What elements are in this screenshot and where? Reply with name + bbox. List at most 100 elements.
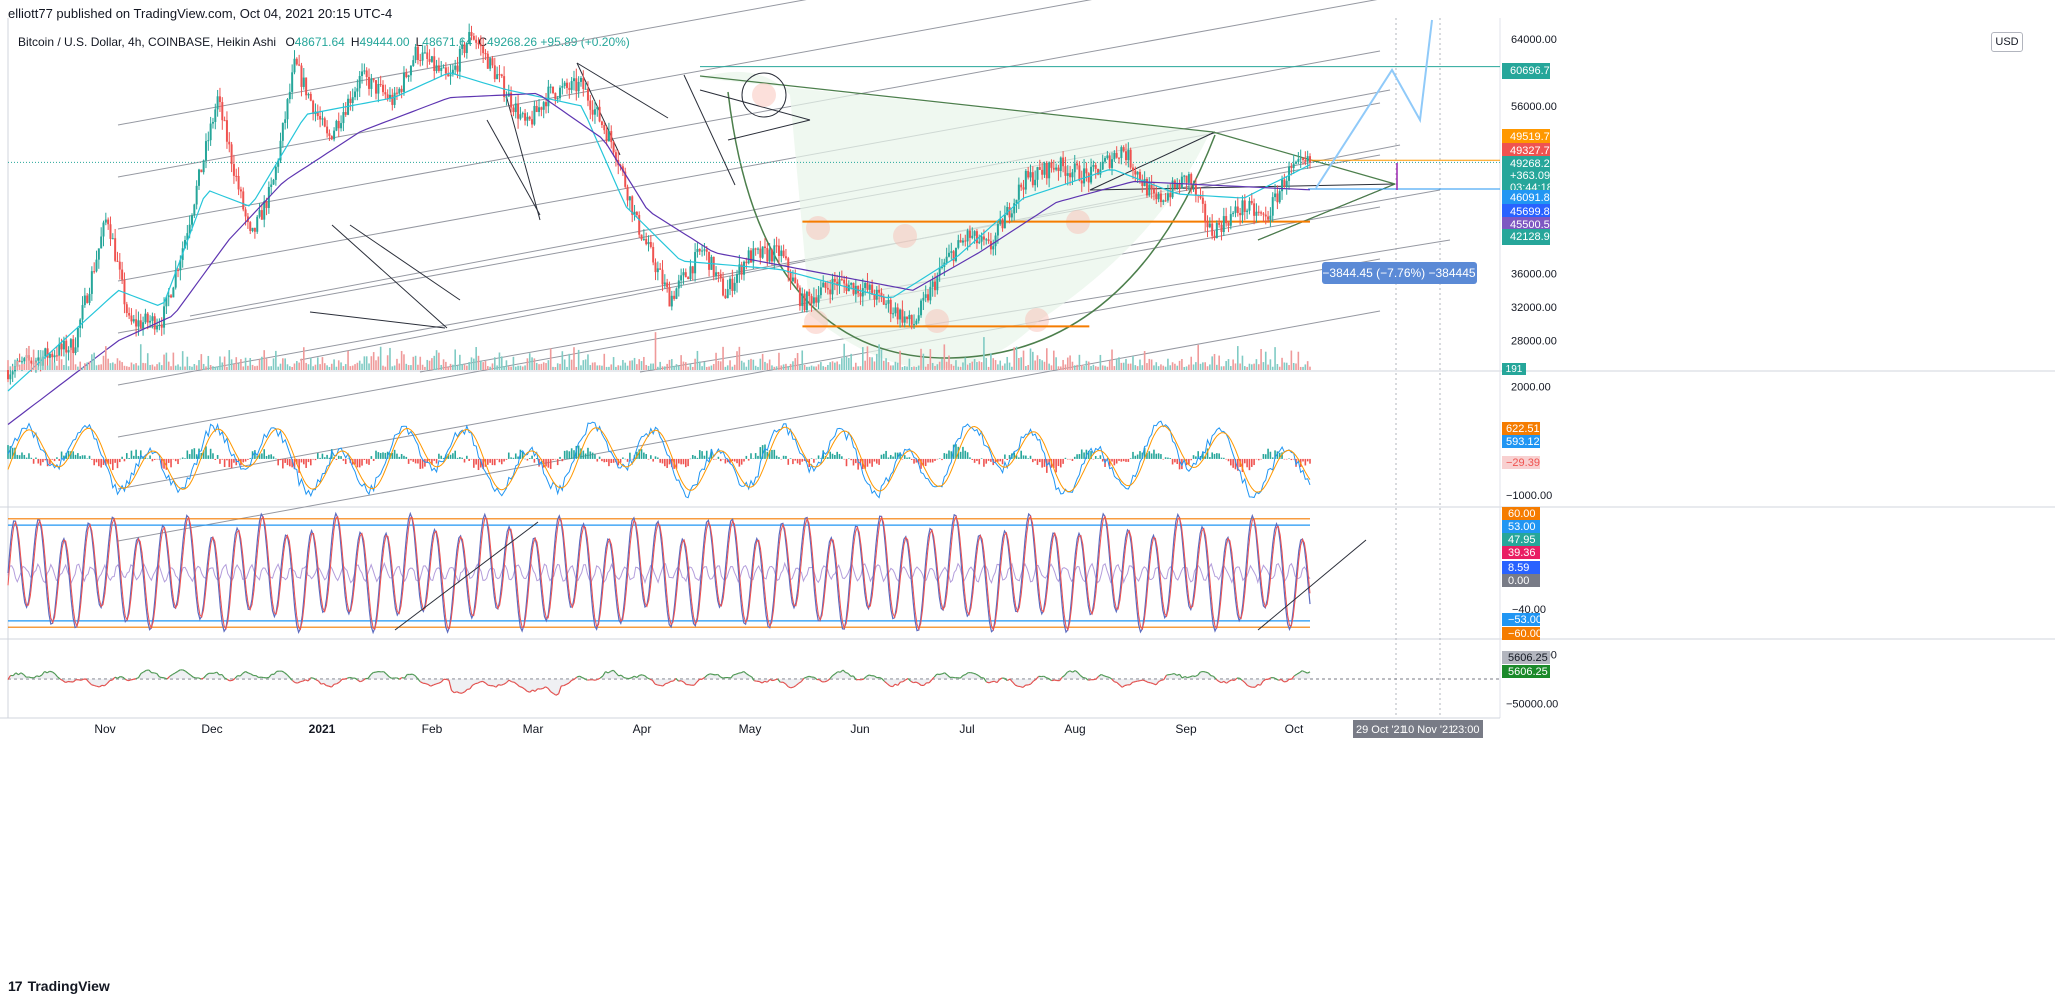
candle-body [149,320,152,323]
candle-body [277,160,280,167]
candle-body [552,86,555,93]
macd-histogram-bar [1062,458,1064,464]
volume-bar [540,363,543,370]
volume-bar [184,366,186,370]
candle-body [1094,165,1097,169]
macd-histogram-bar [1039,458,1041,463]
macd-histogram-bar [316,453,319,459]
momentum-segment [667,680,672,684]
candle-body [808,291,811,297]
volume-bar [689,363,692,370]
volume-bar [426,359,429,370]
volume-bar [1034,360,1036,370]
momentum-segment [133,678,137,680]
volume-bar [1046,348,1048,370]
macd-histogram-bar [410,458,412,461]
candle-body [426,52,429,59]
volume-bar [1230,366,1232,370]
macd-histogram-bar [624,458,627,460]
candle-body [596,106,599,110]
volume-bar [855,362,857,370]
volume-bar [917,365,920,370]
macd-histogram-bar [680,458,682,465]
macd-histogram-bar [84,455,86,459]
volume-bar [1199,363,1202,370]
macd-histogram-bar [354,458,356,465]
candle-body [482,46,485,54]
macd-histogram-bar [838,454,841,459]
momentum-segment [693,681,698,686]
macd-histogram-bar [533,458,536,463]
volume-bar [202,363,205,370]
macd-histogram-bar [1153,449,1155,459]
volume-bar [638,359,641,370]
volume-bar [892,365,894,370]
price-axis-label: 64000.00 [1511,34,1557,46]
macd-histogram-bar [202,450,205,459]
momentum-segment [46,670,51,674]
momentum-segment [1187,676,1191,679]
ohlc-key: L [415,35,423,49]
macd-histogram-bar [1020,450,1022,459]
volume-bar [1066,357,1069,370]
candle-body [451,69,454,75]
currency-badge[interactable]: USD [1991,32,2023,52]
candle-body [281,122,284,141]
macd-histogram-bar [449,454,452,459]
volume-bar [1083,366,1085,370]
cup-rim-line [699,75,1214,133]
macd-histogram-bar [1115,458,1118,464]
brand-footer[interactable]: 17 TradingView [8,978,110,994]
momentum-segment [370,672,374,676]
candle-body [528,116,531,120]
macd-histogram-bar [1069,458,1071,460]
volume-badge-bg [1502,363,1526,375]
volume-bar [452,364,454,370]
volume-bar [42,350,44,370]
macd-histogram-bar [268,454,270,459]
candle-body [118,261,121,270]
momentum-segment [545,686,549,689]
volume-bar [163,354,165,370]
macd-histogram-bar [652,458,654,462]
candle-body [444,67,447,74]
momentum-segment [881,678,886,682]
volume-bar [1099,354,1102,370]
volume-bar [1285,362,1288,370]
momentum-segment [597,677,601,680]
macd-histogram-bar [125,453,128,459]
volume-bar [1185,366,1188,370]
candle-body [1292,163,1295,169]
candle-body [270,184,273,187]
momentum-segment [88,681,92,686]
momentum-segment [232,677,236,681]
volume-bar [985,358,988,370]
volume-bar [174,365,177,370]
volume-bar [712,364,715,370]
volume-bar [209,365,212,370]
volume-bar [535,362,538,370]
momentum-segment [605,671,609,674]
symbol-title[interactable]: Bitcoin / U.S. Dollar, 4h, COINBASE, Hei… [18,35,277,49]
volume-bar [796,353,799,370]
candle-body [498,74,501,76]
macd-histogram-bar [1262,454,1265,459]
macd-histogram-bar [584,453,587,459]
volume-bar [1190,356,1193,370]
macd-histogram-bar [35,457,37,459]
candle-body [419,59,422,61]
momentum-segment [915,681,919,684]
macd-histogram-bar [768,450,771,459]
momentum-segment [472,683,476,686]
publisher-line: elliott77 published on TradingView.com, … [8,6,393,21]
candle-body [705,249,708,252]
macd-histogram-bar [88,455,91,459]
volume-bar [671,359,673,370]
volume-bar [70,347,72,370]
volume-bar [254,366,256,370]
momentum-segment [1301,670,1306,673]
volume-bar [1115,358,1118,370]
volume-bar [442,359,445,370]
